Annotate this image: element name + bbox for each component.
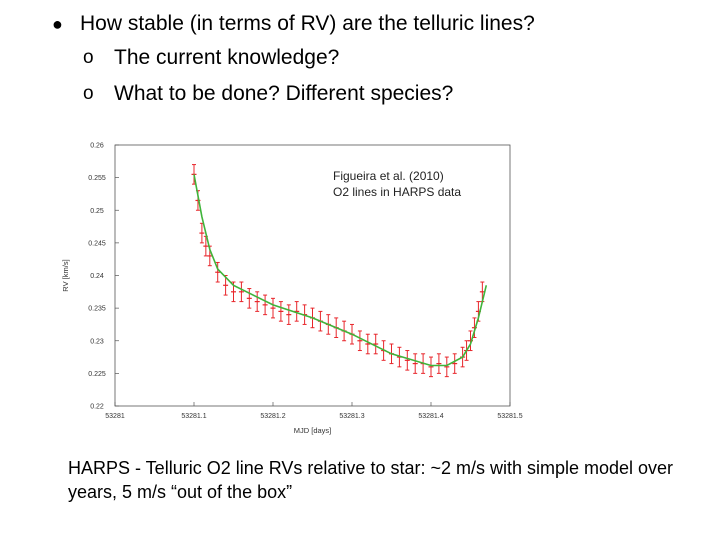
bullet-list: ● How stable (in terms of RV) are the te… [52, 8, 712, 112]
data-point [452, 353, 458, 374]
data-point [278, 301, 284, 322]
bullet-sub-2: o What to be done? Different species? [52, 76, 712, 112]
data-point [254, 291, 260, 312]
data-point [286, 304, 292, 325]
data-point [404, 350, 410, 371]
chart-annotation-line: Figueira et al. (2010) [333, 169, 444, 183]
x-tick-label: 53281 [105, 413, 125, 420]
data-point [262, 294, 268, 316]
bullet-sub-1: o The current knowledge? [52, 40, 712, 76]
bullet-main-text: How stable (in terms of RV) are the tell… [80, 12, 535, 35]
data-point [246, 288, 252, 309]
bullet-sub-2-text: What to be done? Different species? [114, 82, 454, 105]
rv-chart: 53281 53281.1 53281.2 53281.3 53281.4 53281.5… [61, 143, 523, 436]
data-point [238, 281, 244, 303]
data-point [428, 356, 434, 378]
x-tick-label: 53281.5 [497, 413, 522, 420]
x-tick-label: 53281.4 [418, 413, 443, 420]
data-point [191, 164, 197, 185]
data-point [357, 330, 363, 352]
data-point [412, 353, 418, 374]
y-tick-label: 0.24 [90, 273, 104, 280]
y-axis-label: RV [km/s] [61, 259, 70, 291]
x-tick-label: 53281.2 [260, 413, 285, 420]
bullet-dot-icon: ● [52, 14, 63, 34]
y-tick-label: 0.225 [88, 371, 106, 378]
y-tick-label: 0.23 [90, 338, 104, 345]
x-tick-label: 53281.3 [339, 413, 364, 420]
bullet-circle-icon: o [83, 47, 94, 68]
data-point [436, 353, 442, 374]
chart-annotation-line: O2 lines in HARPS data [333, 185, 461, 199]
y-tick-label: 0.235 [88, 306, 106, 313]
fit-line [193, 174, 488, 367]
x-tick-label: 53281.1 [181, 413, 206, 420]
caption: HARPS - Telluric O2 line RVs relative to… [68, 458, 674, 502]
data-point [215, 261, 221, 283]
data-point [223, 275, 229, 296]
data-point [365, 333, 371, 355]
x-axis-label: MJD [days] [294, 426, 332, 435]
bullet-circle-icon: o [83, 83, 94, 104]
data-point [444, 356, 450, 378]
data-point [270, 297, 276, 319]
y-tick-label: 0.22 [90, 404, 104, 411]
bullet-sub-1-text: The current knowledge? [114, 46, 340, 69]
y-tick-label: 0.255 [88, 175, 106, 182]
data-point [373, 333, 379, 355]
y-tick-label: 0.245 [88, 240, 106, 247]
y-tick-label: 0.25 [90, 208, 104, 215]
bullet-main: ● How stable (in terms of RV) are the te… [52, 8, 712, 40]
y-tick-label: 0.26 [90, 143, 104, 150]
